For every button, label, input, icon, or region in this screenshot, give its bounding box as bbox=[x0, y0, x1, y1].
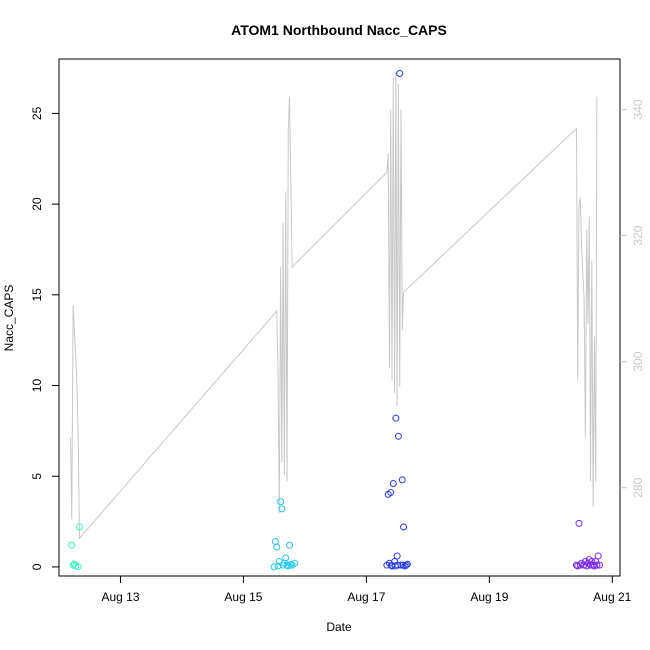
y-left-tick-label: 5 bbox=[30, 473, 44, 480]
x-tick-label: Aug 17 bbox=[347, 590, 385, 604]
data-point bbox=[70, 560, 78, 568]
data-point bbox=[596, 561, 604, 569]
data-point bbox=[575, 519, 583, 527]
plot-frame bbox=[58, 58, 621, 577]
data-point bbox=[74, 563, 82, 571]
series-line-group bbox=[70, 71, 598, 540]
data-point bbox=[393, 552, 401, 560]
data-point bbox=[279, 561, 287, 569]
data-point bbox=[75, 523, 83, 531]
data-point bbox=[387, 489, 395, 497]
data-point bbox=[277, 498, 285, 506]
x-tick-label: Aug 19 bbox=[470, 590, 508, 604]
data-point bbox=[394, 432, 402, 440]
data-point bbox=[283, 561, 291, 569]
data-point bbox=[403, 560, 411, 568]
y-left-tick-label: 15 bbox=[30, 288, 44, 302]
y-right-tick-label: 280 bbox=[631, 477, 645, 497]
data-point bbox=[72, 562, 80, 570]
data-point bbox=[394, 561, 402, 569]
y-left-tick-label: 10 bbox=[30, 379, 44, 393]
x-tick-label: Aug 13 bbox=[101, 590, 139, 604]
y-right-tick-label: 300 bbox=[631, 351, 645, 371]
data-point bbox=[389, 479, 397, 487]
series-line bbox=[70, 71, 598, 540]
x-axis-label: Date bbox=[326, 620, 352, 634]
data-point bbox=[576, 561, 584, 569]
data-point bbox=[593, 561, 601, 569]
y-axis-label: Nacc_CAPS bbox=[2, 285, 16, 352]
y-axis-left: 0 5 10 15 20 25 bbox=[30, 106, 59, 570]
data-point bbox=[402, 561, 410, 569]
y-right-tick-label: 340 bbox=[631, 99, 645, 119]
chart-title: ATOM1 Northbound Nacc_CAPS bbox=[231, 22, 447, 38]
data-point bbox=[278, 505, 286, 513]
y-axis-right: 280 300 320 340 bbox=[620, 99, 645, 498]
y-left-tick-label: 0 bbox=[30, 563, 44, 570]
data-point bbox=[282, 554, 290, 562]
data-point bbox=[270, 563, 278, 571]
series-points-group bbox=[68, 70, 604, 571]
y-left-tick-label: 25 bbox=[30, 106, 44, 120]
data-point bbox=[68, 541, 76, 549]
data-point bbox=[287, 560, 295, 568]
data-point bbox=[392, 414, 400, 422]
data-point bbox=[399, 561, 407, 569]
data-point bbox=[592, 557, 600, 565]
data-point bbox=[274, 562, 282, 570]
data-point bbox=[398, 476, 406, 484]
data-point bbox=[400, 523, 408, 531]
data-point bbox=[273, 543, 281, 551]
data-point bbox=[396, 70, 404, 78]
data-point bbox=[594, 552, 602, 560]
data-point bbox=[286, 541, 294, 549]
x-tick-label: Aug 21 bbox=[593, 590, 631, 604]
x-tick-label: Aug 15 bbox=[224, 590, 262, 604]
x-axis: Aug 13 Aug 15 Aug 17 Aug 19 Aug 21 bbox=[101, 576, 632, 604]
data-point bbox=[291, 559, 299, 567]
y-left-tick-label: 20 bbox=[30, 197, 44, 211]
y-right-tick-label: 320 bbox=[631, 225, 645, 245]
